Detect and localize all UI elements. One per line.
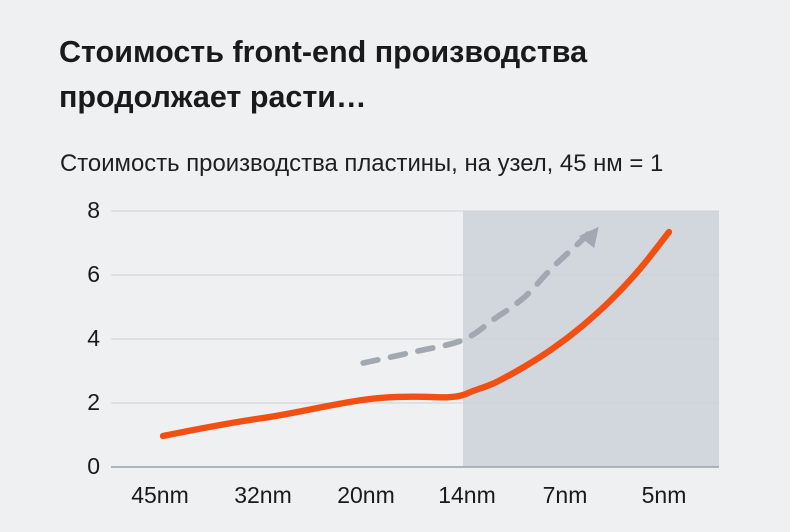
svg-text:0: 0: [87, 453, 100, 479]
svg-text:5nm: 5nm: [642, 482, 687, 508]
svg-text:7nm: 7nm: [543, 482, 588, 508]
svg-text:4: 4: [87, 325, 100, 351]
svg-text:45nm: 45nm: [131, 482, 189, 508]
svg-text:2: 2: [87, 389, 100, 415]
svg-text:6: 6: [87, 261, 100, 287]
svg-text:20nm: 20nm: [337, 482, 395, 508]
svg-text:8: 8: [87, 197, 100, 223]
svg-text:14nm: 14nm: [438, 482, 496, 508]
svg-text:32nm: 32nm: [234, 482, 292, 508]
